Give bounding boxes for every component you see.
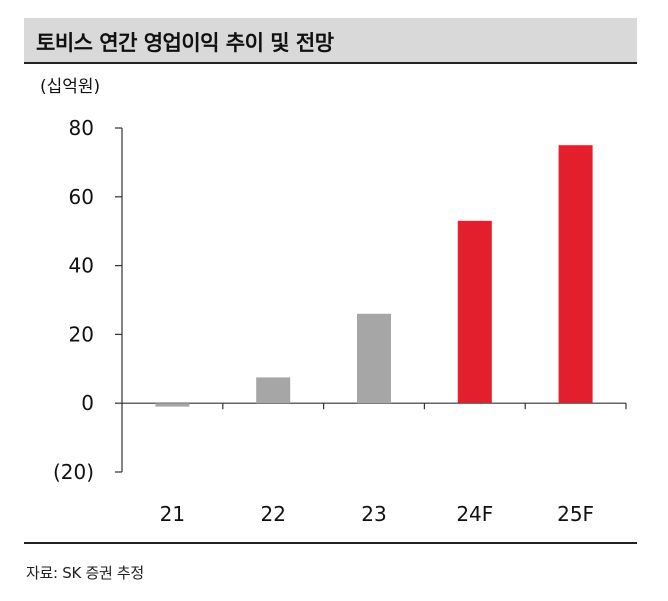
x-category-label: 21 bbox=[160, 502, 185, 526]
x-category-label: 22 bbox=[260, 502, 285, 526]
y-tick-label: 80 bbox=[69, 116, 94, 140]
y-tick-label: 0 bbox=[81, 391, 94, 415]
unit-label: (십억원) bbox=[40, 77, 101, 97]
x-category-label: 24F bbox=[456, 502, 493, 526]
bar bbox=[357, 313, 391, 404]
bar bbox=[558, 145, 593, 404]
x-category-label: 25F bbox=[557, 502, 594, 526]
title-divider bbox=[24, 62, 637, 64]
y-tick-label: 40 bbox=[69, 254, 94, 278]
bar bbox=[256, 377, 291, 404]
y-tick-label: (20) bbox=[53, 460, 94, 484]
x-category-label: 23 bbox=[361, 502, 386, 526]
y-tick-label: 20 bbox=[69, 322, 94, 346]
y-tick-label: 60 bbox=[69, 185, 94, 209]
title-bar: 토비스 연간 영업이익 추이 및 전망 bbox=[24, 18, 637, 62]
source-note: 자료: SK 증권 추정 bbox=[26, 564, 144, 582]
bar bbox=[155, 403, 190, 407]
bar bbox=[457, 220, 492, 404]
bottom-divider bbox=[24, 542, 637, 544]
chart-title: 토비스 연간 영업이익 추이 및 전망 bbox=[36, 31, 334, 55]
